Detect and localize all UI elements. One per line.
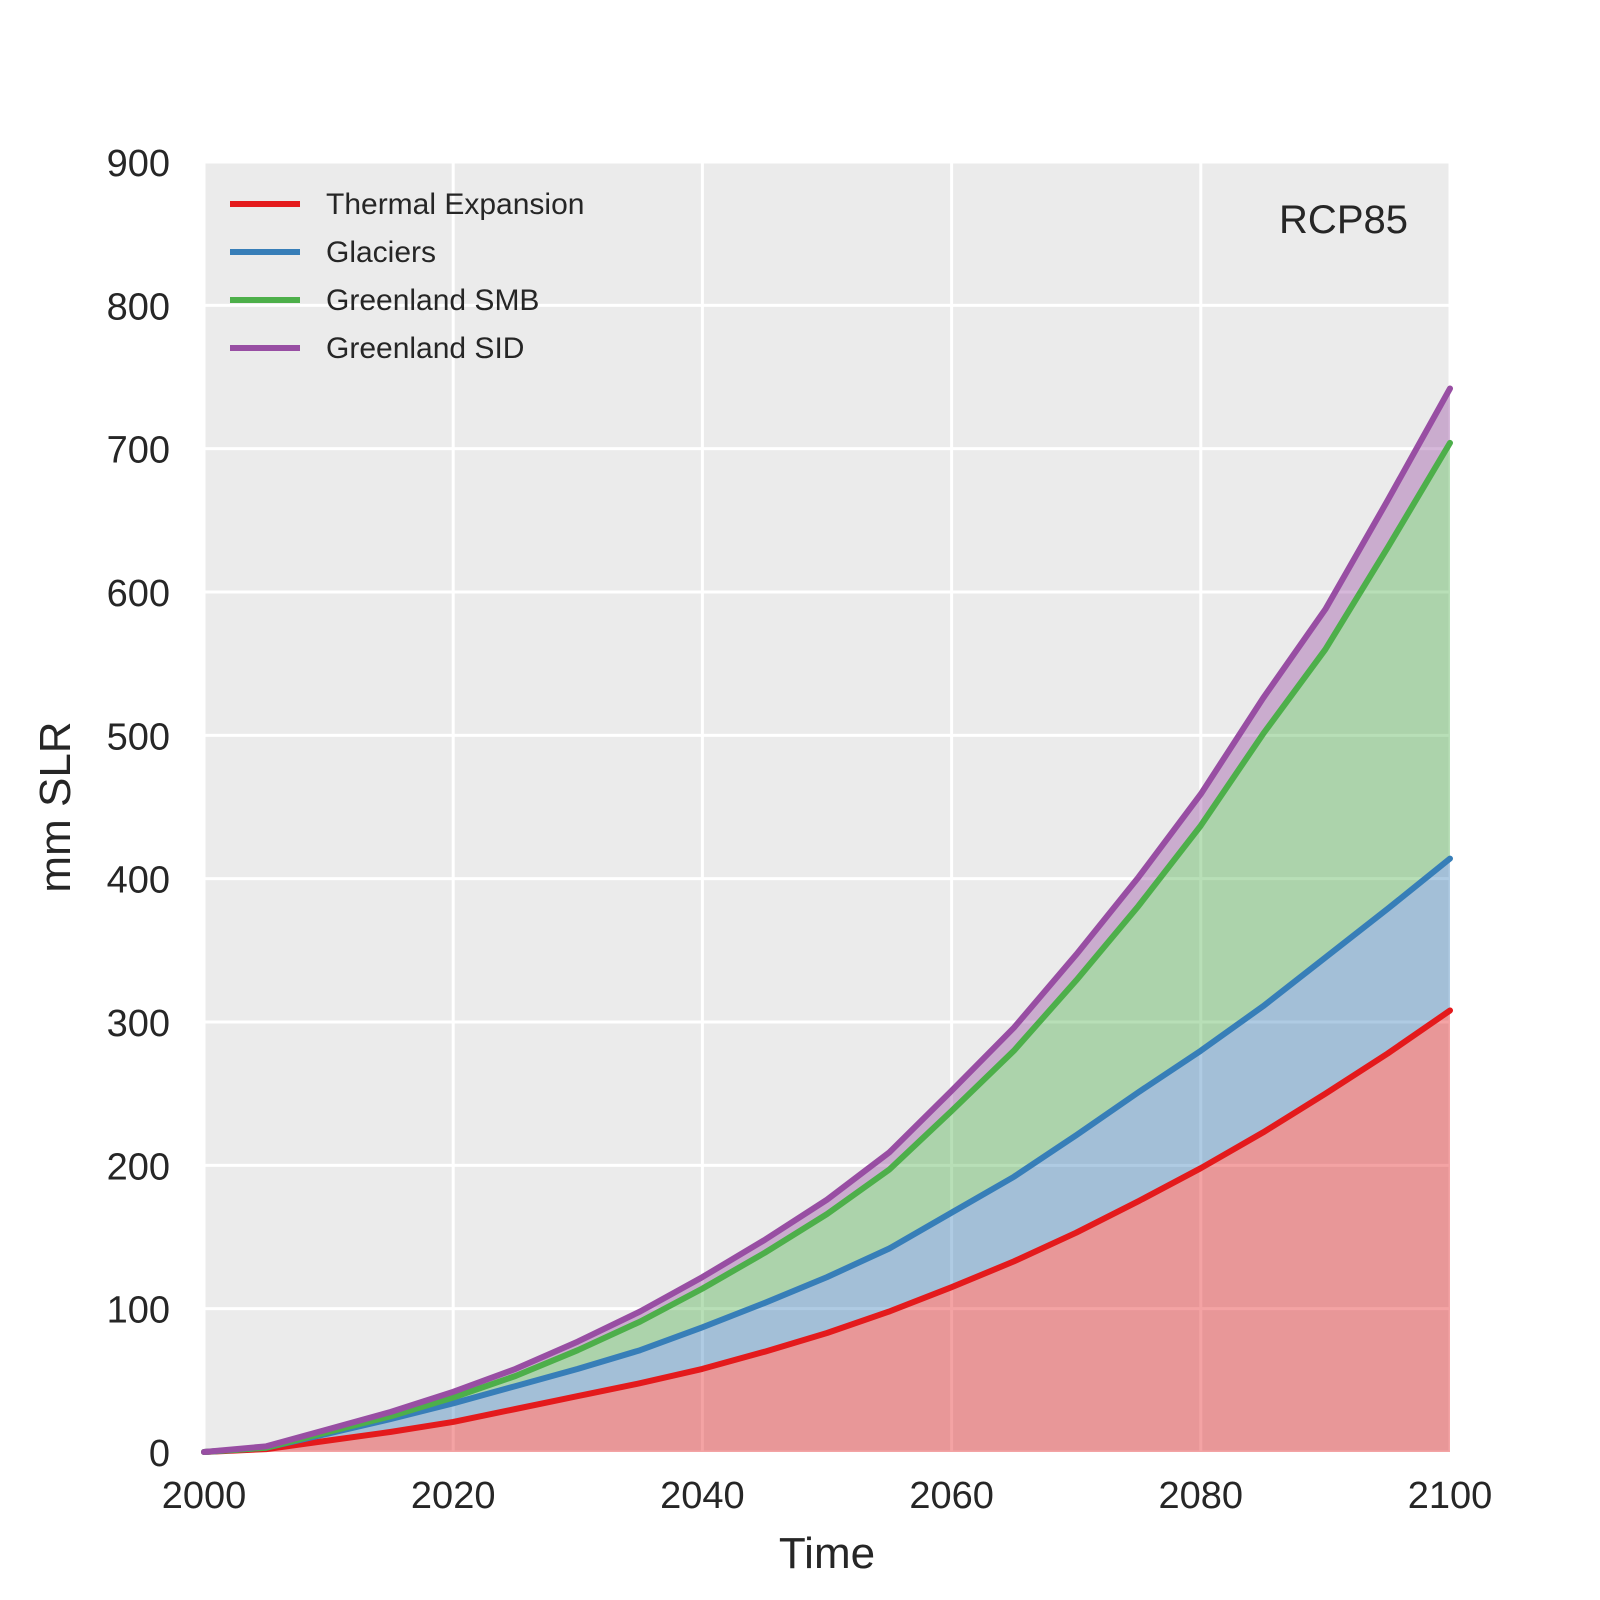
- legend: Thermal Expansion Glaciers Greenland SMB Gr…: [230, 188, 584, 365]
- x-tick-label: 2000: [162, 1475, 247, 1517]
- x-tick-label: 2020: [411, 1475, 496, 1517]
- x-axis-ticks: 2000 2020 2040 2060 2080 2100: [162, 1475, 1493, 1517]
- x-tick-label: 2060: [909, 1475, 994, 1517]
- y-tick-label: 600: [107, 573, 170, 615]
- y-axis-ticks: 0 100 200 300 400 500 600 700 800 900: [107, 143, 170, 1475]
- y-axis-title: mm SLR: [31, 721, 80, 892]
- y-tick-label: 300: [107, 1003, 170, 1045]
- y-tick-label: 100: [107, 1290, 170, 1332]
- legend-label: Greenland SID: [326, 332, 524, 365]
- line-thermal-expansion: [201, 1007, 1453, 1455]
- y-tick-label: 200: [107, 1146, 170, 1188]
- area-thermal-expansion: [204, 1010, 1450, 1452]
- y-tick-label: 500: [107, 716, 170, 758]
- line-greenland-sid: [201, 385, 1453, 1455]
- scenario-annotation: RCP85: [1279, 198, 1408, 242]
- area-greenland-smb: [204, 442, 1450, 1452]
- x-tick-label: 2080: [1159, 1475, 1244, 1517]
- y-tick-label: 0: [149, 1433, 170, 1475]
- legend-label: Thermal Expansion: [326, 188, 584, 221]
- plot-background: [204, 162, 1450, 1452]
- x-tick-label: 2100: [1408, 1475, 1493, 1517]
- x-tick-label: 2040: [660, 1475, 745, 1517]
- y-tick-label: 800: [107, 286, 170, 328]
- y-tick-label: 400: [107, 860, 170, 902]
- legend-label: Glaciers: [326, 236, 436, 269]
- stacked-areas: [204, 388, 1450, 1452]
- series-lines: [201, 385, 1453, 1455]
- x-axis-title: Time: [779, 1529, 875, 1578]
- line-greenland-smb: [201, 439, 1453, 1455]
- y-tick-label: 700: [107, 430, 170, 472]
- legend-label: Greenland SMB: [326, 284, 539, 317]
- area-glaciers: [204, 858, 1450, 1452]
- line-glaciers: [201, 855, 1453, 1455]
- y-tick-label: 900: [107, 143, 170, 185]
